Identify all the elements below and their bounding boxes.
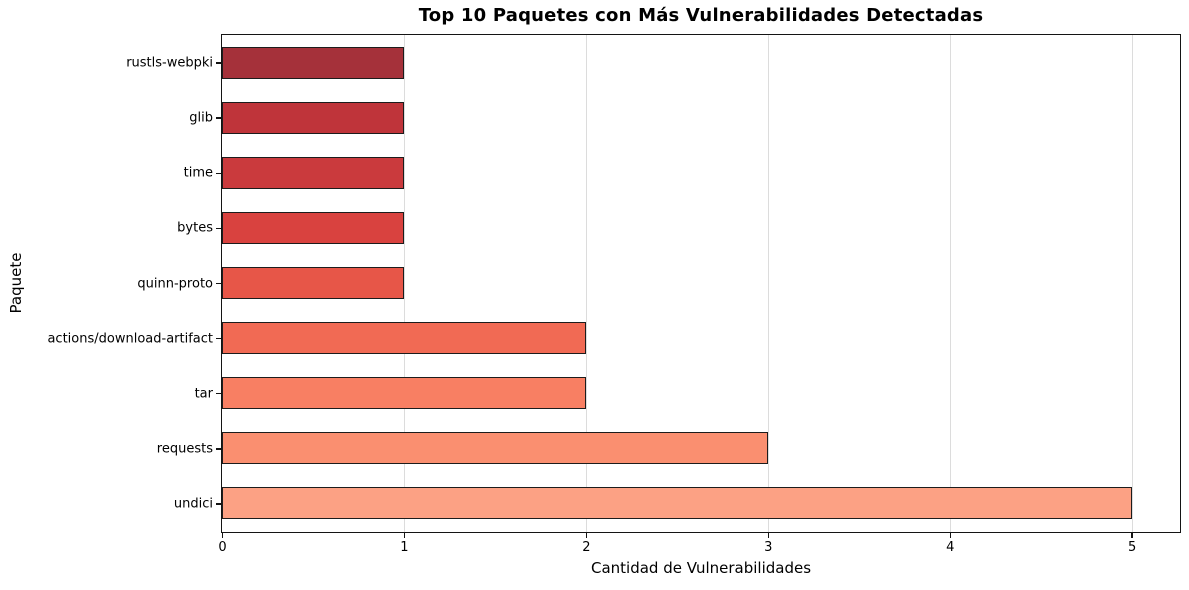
- x-tick-label: 1: [400, 540, 409, 555]
- y-tick-mark: [216, 392, 221, 395]
- y-tick-label: quinn-proto: [137, 276, 213, 291]
- gridline: [949, 35, 951, 532]
- y-tick-label: undici: [173, 496, 213, 512]
- x-tick-label: 0: [218, 540, 227, 555]
- bar-quinn-proto: [222, 267, 404, 299]
- y-tick-mark: [216, 227, 221, 230]
- chart-title: Top 10 Paquetes con Más Vulnerabilidades…: [418, 5, 984, 26]
- y-tick-mark: [216, 337, 221, 340]
- y-tick-mark: [216, 282, 221, 285]
- bar-undici: [222, 487, 1132, 520]
- y-tick-label: requests: [156, 441, 213, 457]
- bar-tar: [222, 377, 586, 410]
- bar-actions/download-artifact: [222, 322, 586, 355]
- x-tick-mark: [403, 533, 406, 538]
- plot-area: [221, 34, 1181, 533]
- y-tick-label: glib: [189, 110, 213, 126]
- y-tick-mark: [216, 448, 221, 450]
- x-tick-mark: [767, 533, 770, 538]
- x-tick-label: 3: [764, 540, 773, 555]
- x-tick-mark: [949, 533, 951, 538]
- gridline: [1131, 35, 1133, 532]
- bar-glib: [222, 101, 404, 134]
- y-tick-mark: [216, 62, 221, 64]
- y-tick-mark: [216, 117, 221, 119]
- x-tick-mark: [1131, 533, 1133, 538]
- y-tick-mark: [216, 172, 221, 175]
- y-tick-label: tar: [194, 386, 213, 402]
- y-tick-label: actions/download-artifact: [47, 331, 213, 347]
- gridline: [767, 35, 769, 532]
- bar-rustls-webpki: [222, 46, 404, 79]
- x-tick-label: 5: [1128, 540, 1137, 555]
- y-tick-mark: [216, 503, 221, 505]
- x-axis-label: Cantidad de Vulnerabilidades: [590, 559, 812, 577]
- y-tick-label: bytes: [177, 220, 213, 236]
- x-tick-label: 4: [946, 540, 955, 555]
- y-tick-label: time: [183, 165, 213, 181]
- bar-requests: [222, 432, 768, 465]
- x-tick-mark: [585, 533, 588, 538]
- gridline: [585, 35, 587, 532]
- x-tick-mark: [221, 533, 224, 538]
- bar-bytes: [222, 211, 404, 244]
- gridline: [403, 35, 405, 532]
- bar-time: [222, 156, 404, 189]
- x-tick-label: 2: [582, 540, 591, 555]
- y-tick-label: rustls-webpki: [126, 55, 213, 71]
